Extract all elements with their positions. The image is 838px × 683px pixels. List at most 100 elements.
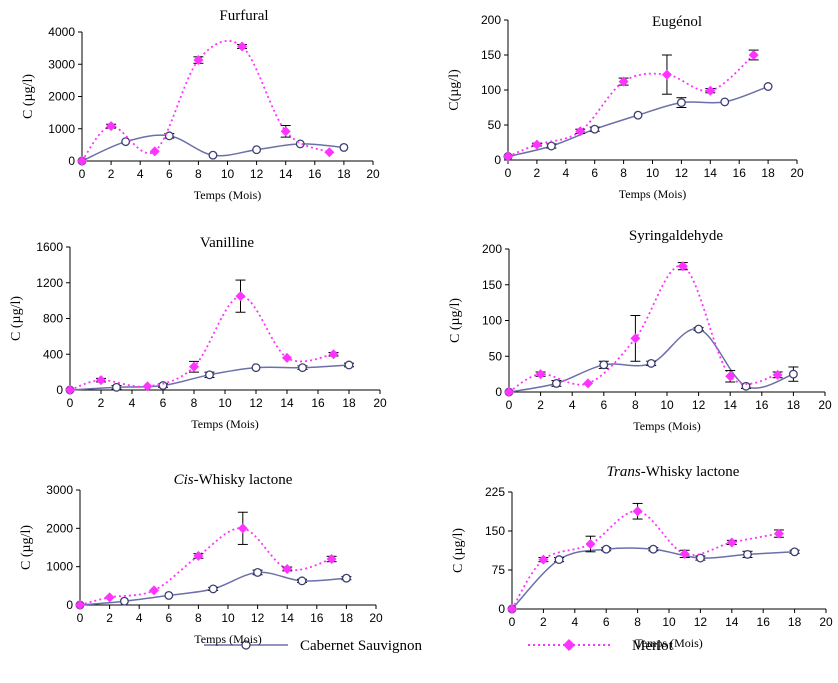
y-tick-label: 50	[488, 118, 502, 132]
x-tick-label: 20	[369, 611, 383, 625]
x-tick-label: 0	[505, 166, 512, 180]
y-tick-label: 3000	[46, 483, 73, 497]
y-tick-label: 100	[482, 314, 502, 328]
x-tick-label: 12	[250, 167, 264, 181]
chart-title: Furfural	[219, 8, 268, 24]
data-point-merlot	[503, 151, 513, 162]
y-tick-label: 200	[482, 242, 502, 256]
x-tick-label: 6	[603, 615, 610, 629]
x-tick-label: 14	[279, 167, 293, 181]
x-tick-label: 20	[819, 615, 833, 629]
data-point-merlot	[677, 261, 688, 272]
chart-title-italic: Cis	[174, 472, 194, 488]
data-point-merlot	[142, 381, 153, 392]
x-axis-label: Temps (Mois)	[619, 187, 687, 201]
x-tick-label: 12	[675, 166, 689, 180]
data-point-cabernet	[119, 596, 129, 606]
data-point-merlot	[772, 369, 783, 380]
y-tick-label: 800	[43, 312, 63, 326]
series-line-merlot	[81, 40, 330, 162]
data-point-cabernet	[344, 360, 354, 370]
data-point-cabernet	[763, 82, 773, 91]
x-axis-label: Temps (Mois)	[194, 188, 262, 202]
y-tick-label: 1200	[36, 276, 63, 290]
x-axis-label: Temps (Mois)	[635, 636, 703, 650]
x-tick-label: 18	[761, 166, 775, 180]
data-point-cabernet	[741, 381, 751, 391]
data-point-cabernet	[599, 360, 609, 370]
x-tick-label: 4	[571, 615, 578, 629]
data-point-merlot	[149, 146, 160, 157]
y-tick-label: 0	[56, 383, 63, 397]
y-tick-label: 0	[66, 598, 73, 612]
x-axis-label: Temps (Mois)	[191, 417, 259, 431]
data-point-merlot	[193, 55, 204, 66]
y-axis-label: C (µg/l)	[21, 74, 36, 119]
data-point-merlot	[280, 126, 291, 137]
x-tick-label: 14	[724, 398, 738, 412]
data-point-cabernet	[546, 141, 556, 151]
x-tick-label: 8	[634, 615, 641, 629]
y-tick-label: 75	[492, 563, 506, 577]
x-tick-label: 2	[108, 167, 115, 181]
chart-panel: Furfural 0 2 4 6 8 10 12 14 16 18 20 0 1000 2000 3000 40…	[21, 8, 380, 202]
data-point-cabernet	[339, 143, 349, 152]
legend-cabernet-label: Cabernet Sauvignon	[300, 638, 423, 654]
data-point-cabernet	[743, 549, 752, 559]
x-tick-label: 8	[195, 611, 202, 625]
data-point-cabernet	[341, 573, 351, 583]
legend-merlot-label: Merlot	[632, 638, 674, 654]
chart-panel: Trans-Whisky lactone 0 2 4 6 8 10 12 14 16 18 20 0 75…	[451, 464, 833, 650]
data-point-merlot	[193, 550, 204, 561]
x-tick-label: 16	[757, 615, 771, 629]
x-tick-label: 4	[137, 167, 144, 181]
x-tick-label: 12	[249, 396, 263, 410]
x-tick-label: 18	[342, 396, 356, 410]
data-point-merlot	[679, 548, 690, 559]
x-tick-label: 10	[662, 615, 676, 629]
data-point-merlot	[504, 387, 514, 397]
x-tick-label: 8	[632, 398, 639, 412]
x-tick-label: 4	[129, 396, 136, 410]
data-point-cabernet	[676, 98, 686, 108]
data-point-cabernet	[208, 584, 218, 594]
data-point-cabernet	[297, 576, 307, 586]
data-point-merlot	[106, 121, 117, 132]
data-point-merlot	[630, 333, 641, 344]
data-point-cabernet	[646, 358, 656, 368]
data-point-merlot	[618, 76, 629, 87]
data-point-cabernet	[590, 124, 600, 134]
data-point-merlot	[104, 592, 115, 603]
data-point-merlot	[324, 147, 335, 158]
data-point-merlot	[773, 528, 784, 539]
data-point-cabernet	[648, 544, 658, 554]
x-tick-label: 20	[366, 167, 380, 181]
y-axis-label: C (µg/l)	[9, 296, 24, 341]
x-tick-label: 16	[733, 166, 747, 180]
data-point-cabernet	[298, 363, 307, 373]
data-point-cabernet	[253, 567, 263, 577]
data-point-merlot	[326, 554, 337, 564]
y-tick-label: 1600	[36, 240, 63, 254]
y-tick-label: 3000	[48, 57, 75, 71]
y-tick-label: 4000	[48, 25, 75, 39]
x-tick-label: 20	[373, 396, 387, 410]
x-tick-label: 12	[694, 615, 708, 629]
y-tick-label: 225	[485, 485, 505, 499]
data-point-cabernet	[554, 555, 564, 565]
data-point-cabernet	[601, 544, 611, 554]
y-tick-label: 2000	[48, 90, 75, 104]
x-tick-label: 4	[562, 166, 569, 180]
data-point-cabernet	[158, 381, 168, 390]
x-tick-label: 14	[280, 396, 294, 410]
data-point-cabernet	[551, 378, 561, 388]
legend-cabernet-marker	[241, 640, 251, 650]
data-point-cabernet	[252, 145, 262, 155]
data-point-merlot	[575, 126, 586, 137]
x-tick-label: 10	[221, 611, 235, 625]
data-point-cabernet	[164, 590, 174, 600]
data-point-merlot	[726, 537, 737, 548]
data-point-cabernet	[694, 324, 704, 334]
